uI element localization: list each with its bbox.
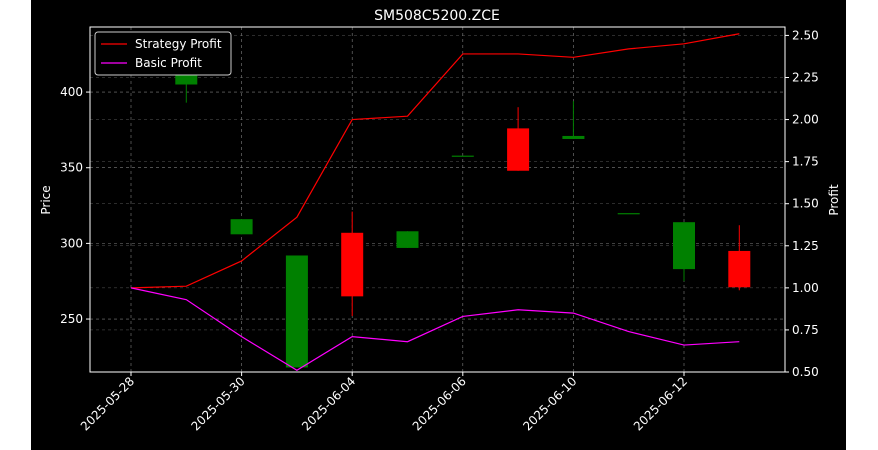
strategy-profit-line — [130, 33, 740, 289]
plot-frame — [89, 26, 786, 373]
candle-body — [728, 250, 751, 288]
candle-body — [285, 255, 308, 368]
legend-strategy-label: Strategy Profit — [135, 37, 222, 51]
x-tick-label: 2025-06-06 — [410, 374, 469, 433]
candle-body — [230, 219, 253, 235]
axes: 2025-05-28 2025-05-30 2025-06-04 2025-06-06… — [60, 28, 819, 433]
chart-figure: 2025-05-28 2025-05-30 2025-06-04 2025-06-06… — [31, 0, 846, 450]
y-axis-right-label: Profit — [827, 184, 841, 216]
y-right-tick-label: 1.25 — [792, 239, 819, 253]
y-right-tick-label: 1.00 — [792, 281, 819, 295]
x-tick-label: 2025-06-04 — [299, 374, 358, 433]
candle-body — [451, 155, 474, 157]
legend-box — [94, 31, 232, 76]
y-right-tick-label: 2.00 — [792, 113, 819, 127]
candle-body — [617, 213, 640, 215]
candle-body — [673, 222, 695, 270]
profit-lines — [130, 33, 740, 372]
x-tick-label: 2025-06-12 — [631, 374, 690, 433]
x-tick-label: 2025-05-30 — [189, 374, 248, 433]
y-right-tick-label: 1.75 — [792, 155, 819, 169]
candle-body — [507, 128, 530, 171]
legend-basic-label: Basic Profit — [135, 56, 202, 70]
basic-profit-line — [130, 287, 740, 372]
y-left-tick-label: 250 — [60, 312, 83, 326]
candlestick-chart: 2025-05-28 2025-05-30 2025-06-04 2025-06-06… — [39, 8, 841, 433]
x-tick-label: 2025-05-28 — [78, 374, 137, 433]
y-axis-left-label: Price — [39, 185, 53, 214]
chart-title: SM508C5200.ZCE — [374, 8, 500, 24]
y-right-tick-label: 0.50 — [792, 365, 819, 379]
candle-body — [341, 232, 364, 297]
y-left-tick-label: 350 — [60, 161, 83, 175]
candle-body — [562, 135, 585, 139]
y-left-tick-label: 400 — [60, 85, 83, 99]
y-right-tick-label: 2.50 — [792, 28, 819, 42]
x-tick-label: 2025-06-10 — [520, 374, 579, 433]
legend: Strategy Profit Basic Profit — [94, 31, 232, 76]
candle-body — [396, 231, 419, 248]
y-right-tick-label: 0.75 — [792, 323, 819, 337]
y-right-tick-label: 2.25 — [792, 70, 819, 84]
y-right-tick-label: 1.50 — [792, 197, 819, 211]
y-left-tick-label: 300 — [60, 236, 83, 250]
